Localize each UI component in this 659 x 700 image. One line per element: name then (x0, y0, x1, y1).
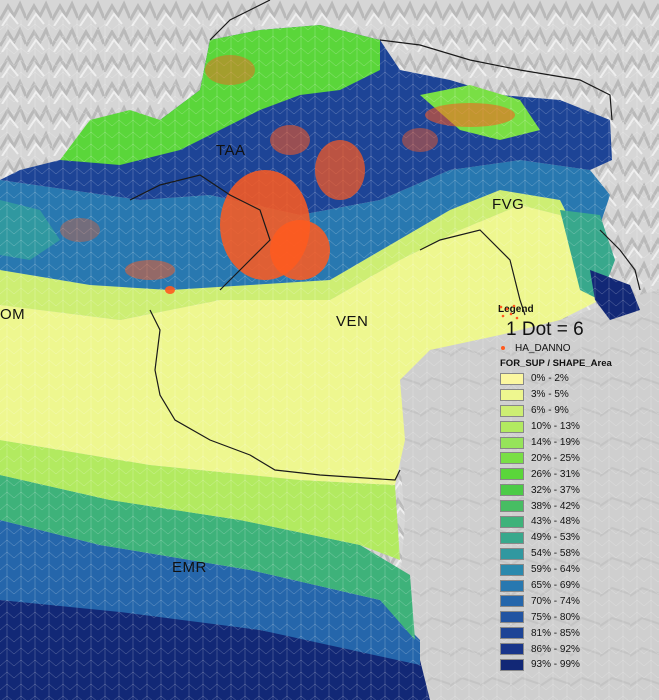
legend-title: Legend (498, 304, 534, 315)
legend-class-item: 49% - 53% (498, 530, 656, 546)
region-label-ven: VEN (336, 313, 369, 330)
region-boundaries (129, 0, 641, 481)
region-label-fvg: FVG (492, 196, 525, 213)
legend-swatch (500, 484, 524, 497)
legend-class-label: 43% - 48% (531, 516, 580, 528)
legend-swatch (500, 372, 524, 385)
legend-swatch (500, 515, 524, 528)
dot-field-label: HA_DANNO (515, 342, 571, 354)
legend-swatch (500, 611, 524, 624)
legend-class-label: 70% - 74% (531, 595, 580, 607)
region-label-emr: EMR (172, 559, 207, 576)
legend-class-label: 59% - 64% (531, 564, 580, 576)
legend-class-list: 0% - 2% 3% - 5% 6% - 9% 10% - 13% 14% - 19% 2… (498, 371, 656, 673)
dot-swatch-icon (501, 346, 505, 350)
dot-density-label: 1 Dot = 6 (506, 319, 584, 340)
legend-class-item: 86% - 92% (498, 641, 656, 657)
legend-dot-density: 1 Dot = 6 (498, 304, 656, 341)
legend-class-item: 65% - 69% (498, 578, 656, 594)
legend-class-item: 6% - 9% (498, 403, 656, 419)
legend-class-item: 59% - 64% (498, 562, 656, 578)
legend-dot-field: HA_DANNO (498, 341, 656, 355)
legend-swatch (500, 452, 524, 465)
legend-class-label: 32% - 37% (531, 484, 580, 496)
legend-class-item: 81% - 85% (498, 625, 656, 641)
legend-class-label: 81% - 85% (531, 627, 580, 639)
legend-class-label: 14% - 19% (531, 437, 580, 448)
legend-class-label: 49% - 53% (531, 532, 580, 544)
legend-class-label: 75% - 80% (531, 611, 580, 623)
legend-class-label: 38% - 42% (531, 500, 580, 512)
legend-swatch (500, 531, 524, 544)
municipal-mesh (0, 20, 659, 700)
legend-class-item: 70% - 74% (498, 593, 656, 609)
legend-class-item: 93% - 99% (498, 657, 656, 673)
legend-class-label: 10% - 13% (531, 421, 580, 433)
legend-swatch (500, 500, 524, 513)
legend-class-item: 38% - 42% (498, 498, 656, 514)
legend-swatch (500, 627, 524, 640)
legend-swatch (500, 404, 524, 417)
legend-swatch (500, 388, 524, 401)
legend-class-label: 65% - 69% (531, 580, 580, 592)
legend-class-item: 10% - 13% (498, 419, 656, 435)
legend-swatch (500, 547, 524, 560)
legend-swatch (500, 436, 524, 449)
legend-field-name: FOR_SUP / SHAPE_Area (500, 358, 612, 369)
legend-class-label: 26% - 31% (531, 468, 580, 480)
legend-class-label: 3% - 5% (531, 389, 569, 401)
legend-class-item: 43% - 48% (498, 514, 656, 530)
legend-class-item: 32% - 37% (498, 482, 656, 498)
region-label-taa: TAA (216, 142, 246, 159)
legend-class-label: 54% - 58% (531, 548, 580, 560)
legend-class-item: 54% - 58% (498, 546, 656, 562)
legend-class-item: 3% - 5% (498, 387, 656, 403)
legend-swatch (500, 420, 524, 433)
legend-class-label: 0% - 2% (531, 373, 569, 385)
legend-class-label: 86% - 92% (531, 643, 580, 655)
legend-swatch (500, 595, 524, 608)
region-label-lom: OM (0, 306, 26, 323)
legend-class-label: 6% - 9% (531, 405, 569, 417)
legend-class-label: 20% - 25% (531, 452, 580, 464)
legend-class-item: 26% - 31% (498, 466, 656, 482)
legend-class-item: 0% - 2% (498, 371, 656, 387)
legend-class-item: 20% - 25% (498, 450, 656, 466)
legend-swatch (500, 658, 524, 671)
legend-class-label: 93% - 99% (531, 659, 580, 671)
legend-swatch (500, 563, 524, 576)
legend-class-item: 75% - 80% (498, 609, 656, 625)
legend-swatch (500, 643, 524, 656)
legend-swatch (500, 468, 524, 481)
legend-class-item: 14% - 19% (498, 435, 656, 451)
legend-swatch (500, 579, 524, 592)
map-legend: Legend 1 Dot = 6 HA_DANNO FOR_SUP / SHAP… (498, 304, 656, 673)
dot-sample-icon (499, 304, 519, 320)
